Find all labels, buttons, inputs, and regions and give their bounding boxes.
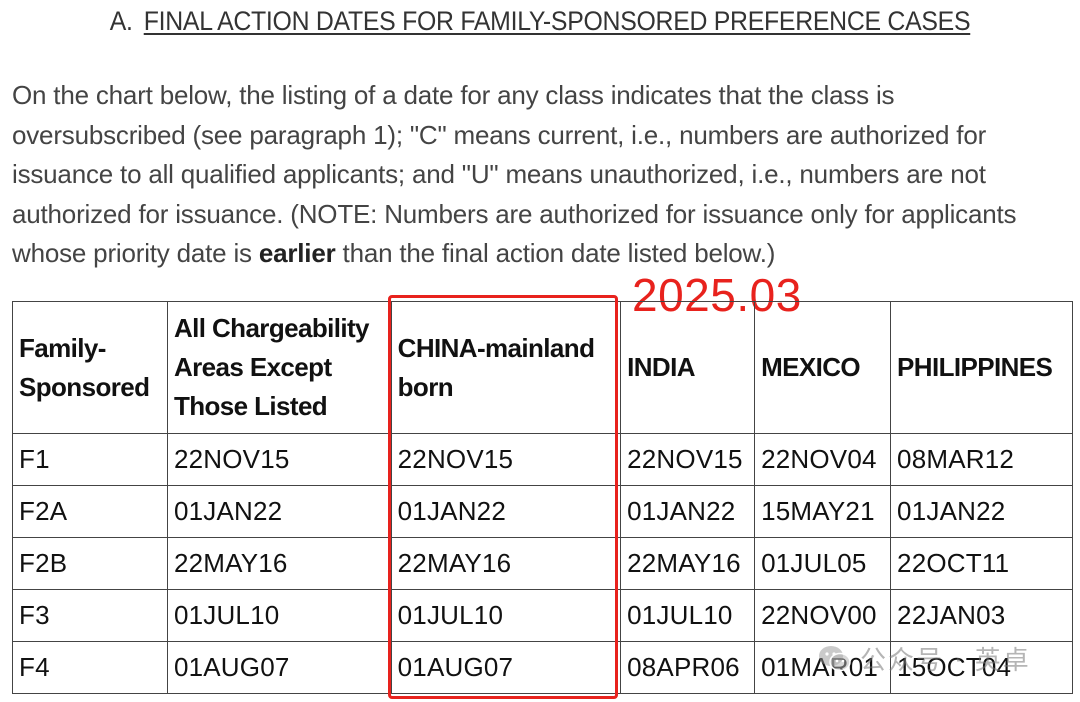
table-row: F2A 01JAN22 01JAN22 01JAN22 15MAY21 01JA… [12, 485, 1073, 538]
cell-all-chargeability: 01JUL10 [166, 589, 392, 642]
cell-all-chargeability: 01AUG07 [166, 641, 392, 694]
section-letter: A. [109, 6, 133, 36]
row-category: F4 [12, 641, 168, 694]
table-row: F3 01JUL10 01JUL10 01JUL10 22NOV00 22JAN… [12, 589, 1073, 642]
row-category: F2A [12, 485, 168, 538]
header-all-chargeability: All Chargeability Areas Except Those Lis… [166, 301, 392, 434]
intro-text-start: On the chart below, the listing of a dat… [12, 80, 1017, 268]
section-title: FINAL ACTION DATES FOR FAMILY-SPONSORED … [143, 6, 971, 36]
row-category: F2B [12, 537, 168, 590]
cell-all-chargeability: 22NOV15 [166, 433, 392, 486]
cell-philippines: 22OCT11 [890, 537, 1073, 590]
cell-philippines: 08MAR12 [890, 433, 1073, 486]
cell-mexico: 22NOV00 [754, 589, 892, 642]
header-india: INDIA [620, 301, 756, 434]
cell-philippines: 15OCT04 [890, 641, 1073, 694]
cell-india: 22NOV15 [620, 433, 756, 486]
cell-china: 01JAN22 [390, 485, 622, 538]
header-philippines: PHILIPPINES [890, 301, 1073, 434]
cell-mexico: 22NOV04 [754, 433, 892, 486]
table-row: F1 22NOV15 22NOV15 22NOV15 22NOV04 08MAR… [12, 433, 1073, 486]
cell-mexico: 15MAY21 [754, 485, 892, 538]
cell-china: 01AUG07 [390, 641, 622, 694]
cell-india: 01JUL10 [620, 589, 756, 642]
cell-philippines: 01JAN22 [890, 485, 1073, 538]
cell-india: 22MAY16 [620, 537, 756, 590]
watermark-text: 公众号 · 英卓 [860, 646, 1031, 676]
cell-mexico: 01MAR01 [754, 641, 892, 694]
section-heading: A. FINAL ACTION DATES FOR FAMILY-SPONSORE… [43, 6, 1037, 37]
wechat-icon [818, 645, 852, 673]
table-row: F4 01AUG07 01AUG07 08APR06 01MAR01 15OCT… [12, 641, 1073, 694]
row-category: F1 [12, 433, 168, 486]
intro-bold-word: earlier [258, 238, 336, 268]
final-action-dates-table: Family- Sponsored All Chargeability Area… [12, 301, 1073, 694]
intro-text-end: than the final action date listed below.… [335, 238, 776, 268]
table-header-row: Family- Sponsored All Chargeability Area… [12, 301, 1073, 434]
cell-india: 08APR06 [620, 641, 756, 694]
watermark: 公众号 · 英卓 [818, 640, 1031, 677]
cell-philippines: 22JAN03 [890, 589, 1073, 642]
cell-china: 01JUL10 [390, 589, 622, 642]
cell-all-chargeability: 22MAY16 [166, 537, 392, 590]
cell-mexico: 01JUL05 [754, 537, 892, 590]
cell-india: 01JAN22 [620, 485, 756, 538]
cell-china: 22MAY16 [390, 537, 622, 590]
header-mexico: MEXICO [754, 301, 892, 434]
row-category: F3 [12, 589, 168, 642]
table-row: F2B 22MAY16 22MAY16 22MAY16 01JUL05 22OC… [12, 537, 1073, 590]
cell-china: 22NOV15 [390, 433, 622, 486]
intro-paragraph: On the chart below, the listing of a dat… [12, 76, 1072, 274]
header-china-mainland: CHINA-mainland born [390, 301, 622, 434]
header-family-sponsored: Family- Sponsored [12, 301, 168, 434]
cell-all-chargeability: 01JAN22 [166, 485, 392, 538]
